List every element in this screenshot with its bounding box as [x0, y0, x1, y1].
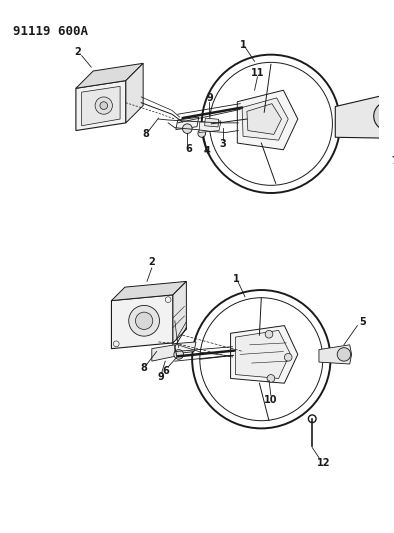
- Text: 6: 6: [185, 144, 191, 154]
- Polygon shape: [76, 63, 143, 88]
- Circle shape: [129, 305, 160, 336]
- Polygon shape: [176, 117, 199, 130]
- Polygon shape: [173, 281, 186, 343]
- Polygon shape: [335, 93, 394, 138]
- Circle shape: [182, 124, 192, 133]
- Circle shape: [174, 350, 184, 359]
- Text: 9: 9: [206, 93, 213, 103]
- Text: 9: 9: [157, 373, 164, 383]
- Polygon shape: [237, 90, 298, 150]
- Polygon shape: [112, 281, 186, 301]
- Circle shape: [381, 108, 394, 124]
- Circle shape: [198, 130, 206, 138]
- Text: 2: 2: [149, 257, 155, 267]
- Circle shape: [374, 102, 394, 131]
- Polygon shape: [76, 80, 126, 131]
- Polygon shape: [235, 330, 290, 378]
- Text: 8: 8: [141, 363, 147, 373]
- Circle shape: [265, 330, 273, 338]
- Circle shape: [136, 312, 153, 329]
- Text: 3: 3: [219, 139, 226, 149]
- Text: 6: 6: [163, 366, 169, 376]
- Text: 10: 10: [264, 394, 278, 405]
- Circle shape: [267, 375, 275, 382]
- Text: 8: 8: [143, 130, 149, 140]
- Polygon shape: [230, 326, 298, 383]
- Polygon shape: [112, 295, 173, 349]
- Circle shape: [337, 348, 351, 361]
- Circle shape: [100, 102, 108, 109]
- Polygon shape: [247, 103, 281, 134]
- Polygon shape: [199, 121, 221, 133]
- Bar: [204, 118, 219, 127]
- Polygon shape: [171, 342, 196, 354]
- Text: 4: 4: [203, 146, 210, 156]
- Polygon shape: [152, 345, 175, 361]
- Text: 5: 5: [359, 317, 366, 327]
- Text: 11: 11: [251, 68, 264, 78]
- Circle shape: [284, 353, 292, 361]
- Polygon shape: [126, 63, 143, 123]
- Text: 91119 600A: 91119 600A: [13, 25, 88, 38]
- Text: 1: 1: [240, 40, 246, 50]
- Text: 2: 2: [74, 47, 81, 57]
- Text: 1: 1: [233, 274, 240, 285]
- Circle shape: [95, 97, 112, 114]
- Text: 12: 12: [317, 458, 331, 468]
- Text: 7: 7: [392, 156, 394, 166]
- Polygon shape: [242, 98, 288, 140]
- Polygon shape: [82, 86, 120, 126]
- Polygon shape: [319, 345, 351, 364]
